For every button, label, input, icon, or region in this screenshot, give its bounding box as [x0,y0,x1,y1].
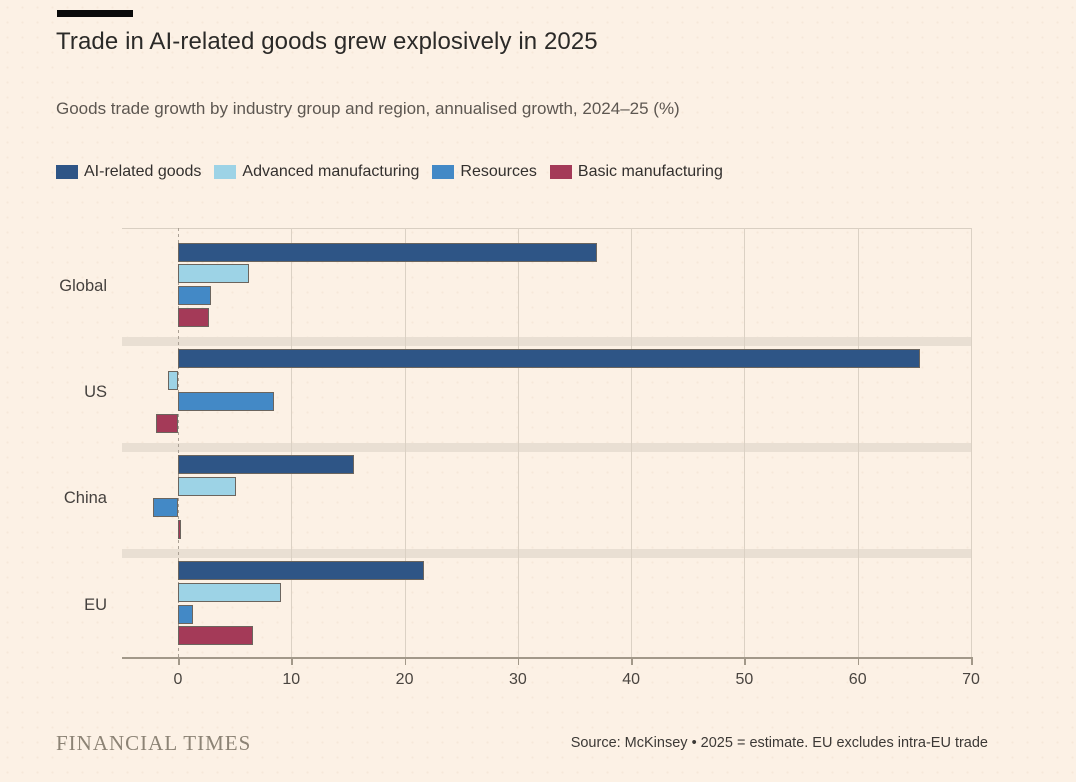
source-note: Source: McKinsey • 2025 = estimate. EU e… [570,735,988,751]
chart-subtitle: Goods trade growth by industry group and… [56,99,680,118]
chart-title: Trade in AI-related goods grew explosive… [56,28,598,55]
x-axis-tick-label: 60 [848,671,867,688]
bar-eu-ai-related-goods [178,561,424,581]
bar-us-resources [178,392,275,412]
x-axis-tick [517,657,520,665]
x-axis-tick-label: 50 [735,671,754,688]
legend: AI-related goods Advanced manufacturing Re… [56,163,723,181]
bar-eu-advanced-manufacturing [178,582,282,602]
bar-eu-basic-manufacturing [178,626,253,646]
group-separator-band [122,337,971,346]
panel-top-line [122,228,971,229]
bar-china-advanced-manufacturing [178,476,236,496]
legend-label: AI-related goods [84,163,202,180]
x-axis-line [122,657,971,659]
legend-label: Advanced manufacturing [242,163,420,180]
bar-china-resources [153,498,178,518]
legend-swatch-ai-related-goods [56,165,78,179]
legend-swatch-basic-manufacturing [549,165,572,179]
bar-global-resources [178,285,211,305]
group-separator-band [122,549,971,559]
bar-global-advanced-manufacturing [178,264,250,284]
legend-label: Basic manufacturing [577,163,723,180]
x-axis-tick-label: 20 [395,671,414,688]
gridline [291,228,293,657]
gridline [971,228,972,657]
bar-us-advanced-manufacturing [167,370,178,390]
ft-logo: FINANCIAL TIMES [56,731,252,755]
row-label-eu: EU [84,595,107,614]
bar-global-basic-manufacturing [178,307,209,327]
legend-swatch-resources [432,165,455,179]
bar-global-ai-related-goods [178,242,598,262]
gridline-zero [178,228,179,657]
bar-us-ai-related-goods [178,348,921,368]
gridline [517,228,519,657]
legend-label: Resources [460,163,537,180]
bar-china-basic-manufacturing [178,519,181,539]
bar-eu-resources [178,604,193,624]
x-axis-tick-label: 30 [508,671,527,688]
x-axis-tick [744,657,746,665]
bar-us-basic-manufacturing [156,413,178,433]
legend-item-basic-manufacturing: Basic manufacturing [549,163,723,181]
group-separator-band [122,443,971,453]
gridline [631,228,633,657]
legend-item-resources: Resources [432,163,537,181]
gridline [744,228,746,657]
x-axis-tick [291,657,293,665]
legend-item-advanced-manufacturing: Advanced manufacturing [214,163,419,181]
row-label-global: Global [59,277,107,295]
x-axis-tick-label: 40 [622,671,641,688]
x-axis-tick [971,657,973,665]
x-axis-tick [631,657,633,665]
x-axis-tick [404,657,407,665]
bar-china-ai-related-goods [178,455,354,475]
x-axis-tick [857,657,860,665]
legend-item-ai-related-goods: AI-related goods [56,163,201,181]
legend-swatch-advanced-manufacturing [214,165,237,179]
gridline [857,228,859,657]
x-axis-tick-label: 0 [173,671,183,688]
row-label-us: US [84,383,107,402]
x-axis-tick-label: 70 [962,671,980,688]
chart-tag-bar [57,10,133,17]
x-axis-tick-label: 10 [282,671,301,688]
gridline [404,228,406,657]
x-axis-tick [178,657,180,665]
row-label-china: China [63,489,107,508]
